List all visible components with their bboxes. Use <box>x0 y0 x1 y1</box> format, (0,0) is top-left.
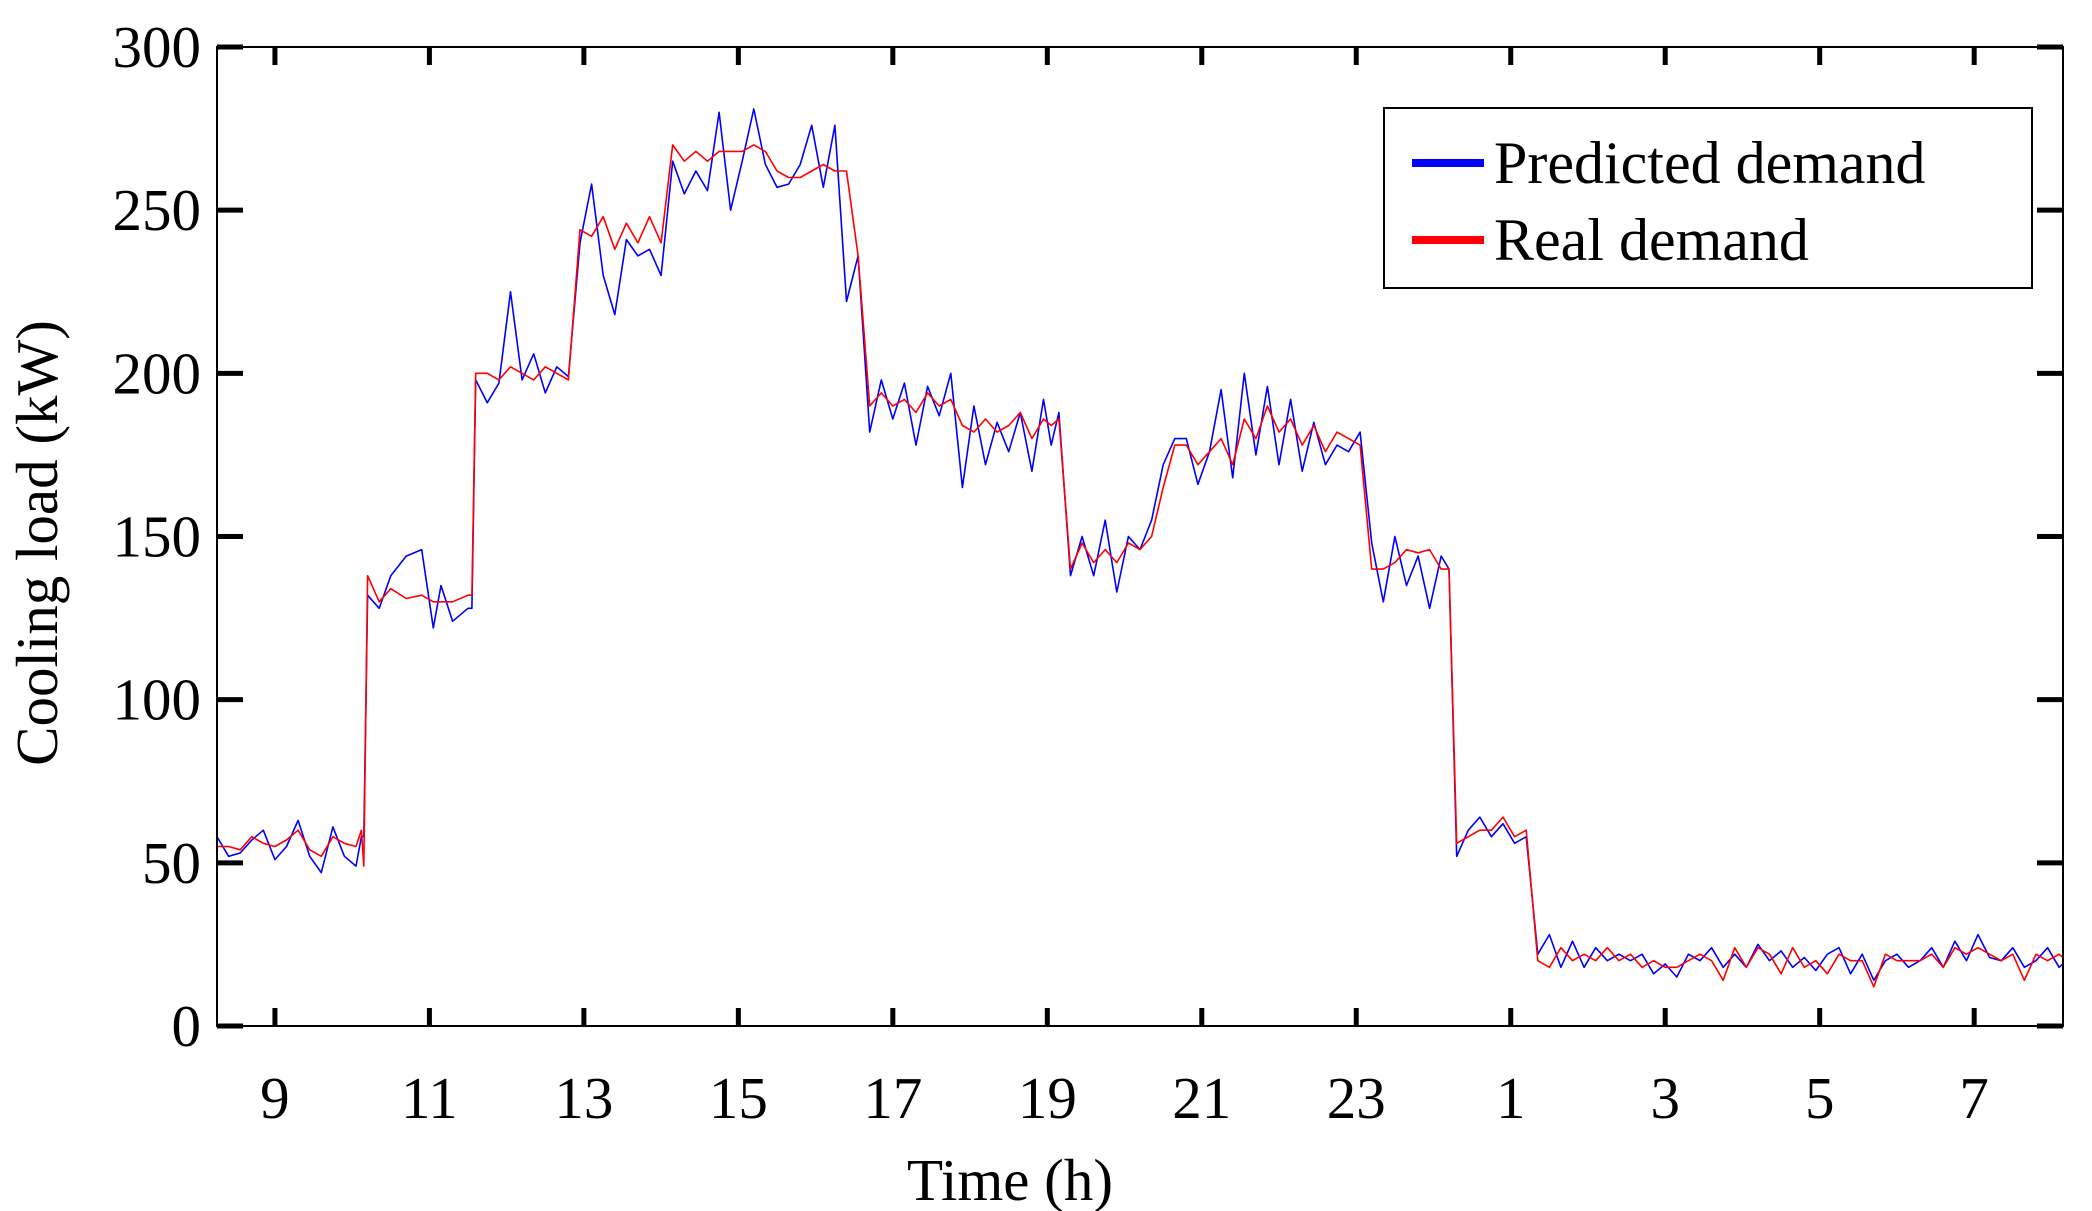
x-tick-label: 13 <box>554 1065 613 1131</box>
legend-box <box>1383 107 2033 289</box>
plot-area <box>217 108 2063 988</box>
series-line-real <box>217 144 2063 988</box>
x-tick-label: 1 <box>1496 1065 1526 1131</box>
x-tick-label: 17 <box>863 1065 922 1131</box>
x-tick-label: 15 <box>709 1065 768 1131</box>
x-tick-label: 21 <box>1172 1065 1231 1131</box>
x-tick-label: 9 <box>260 1065 290 1131</box>
series-line-predicted <box>217 108 2063 982</box>
legend-label-predicted: Predicted demand <box>1494 130 1926 196</box>
y-tick-label: 250 <box>113 177 202 243</box>
y-tick-label: 300 <box>113 14 202 80</box>
x-tick-label: 11 <box>401 1065 458 1131</box>
y-axis-title: Cooling load (kW) <box>4 320 70 766</box>
legend: Predicted demand Real demand <box>1383 107 2033 289</box>
x-axis-title: Time (h) <box>907 1147 1113 1211</box>
x-tick-label: 19 <box>1018 1065 1077 1131</box>
y-tick-label: 0 <box>172 993 202 1059</box>
x-tick-label: 5 <box>1805 1065 1835 1131</box>
x-tick-label: 7 <box>1959 1065 1989 1131</box>
y-tick-label: 100 <box>113 667 202 733</box>
y-tick-label: 200 <box>113 340 202 406</box>
x-tick-label: 23 <box>1327 1065 1386 1131</box>
x-tick-label: 3 <box>1650 1065 1680 1131</box>
y-tick-label: 50 <box>142 830 201 896</box>
y-tick-label: 150 <box>113 504 202 570</box>
legend-label-real: Real demand <box>1494 207 1809 273</box>
